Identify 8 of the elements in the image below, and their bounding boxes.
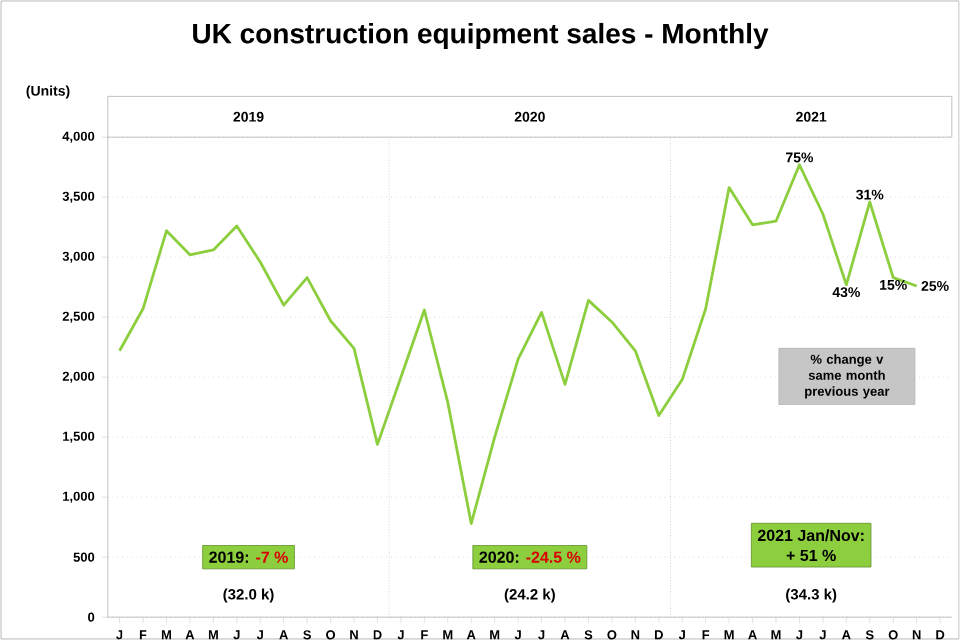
annotation: 2021 Jan/Nov:: [757, 529, 864, 542]
annotation: + 51 %: [786, 549, 836, 562]
annotation: -7 %: [256, 551, 288, 563]
chart-title: UK construction equipment sales - Monthly: [193, 22, 769, 50]
annotation: 2019:: [209, 551, 249, 563]
annotation: 2020:: [479, 551, 519, 563]
line-series: [118, 163, 919, 525]
annotation: -24.5 %: [526, 551, 581, 563]
